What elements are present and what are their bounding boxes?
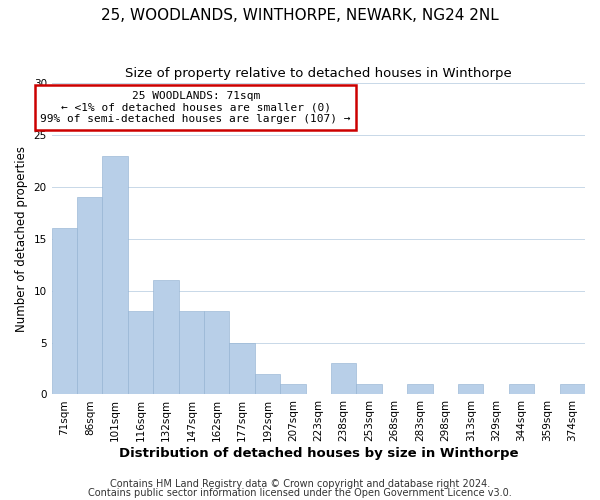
Bar (128, 312, 153, 394)
Title: Size of property relative to detached houses in Winthorpe: Size of property relative to detached ho… (125, 68, 512, 80)
Bar (458, 384, 484, 394)
Bar (331, 364, 356, 394)
Bar (77, 197, 103, 394)
Bar (356, 384, 382, 394)
Bar (255, 374, 280, 394)
Text: 25 WOODLANDS: 71sqm
← <1% of detached houses are smaller (0)
99% of semi-detache: 25 WOODLANDS: 71sqm ← <1% of detached ho… (40, 91, 351, 124)
Y-axis label: Number of detached properties: Number of detached properties (15, 146, 28, 332)
Bar (103, 156, 128, 394)
Bar (204, 312, 229, 394)
X-axis label: Distribution of detached houses by size in Winthorpe: Distribution of detached houses by size … (119, 447, 518, 460)
Bar (407, 384, 433, 394)
Bar (509, 384, 534, 394)
Text: Contains HM Land Registry data © Crown copyright and database right 2024.: Contains HM Land Registry data © Crown c… (110, 479, 490, 489)
Bar (280, 384, 305, 394)
Text: Contains public sector information licensed under the Open Government Licence v3: Contains public sector information licen… (88, 488, 512, 498)
Bar (229, 342, 255, 394)
Bar (153, 280, 179, 394)
Bar (52, 228, 77, 394)
Bar (179, 312, 204, 394)
Bar (560, 384, 585, 394)
Text: 25, WOODLANDS, WINTHORPE, NEWARK, NG24 2NL: 25, WOODLANDS, WINTHORPE, NEWARK, NG24 2… (101, 8, 499, 22)
